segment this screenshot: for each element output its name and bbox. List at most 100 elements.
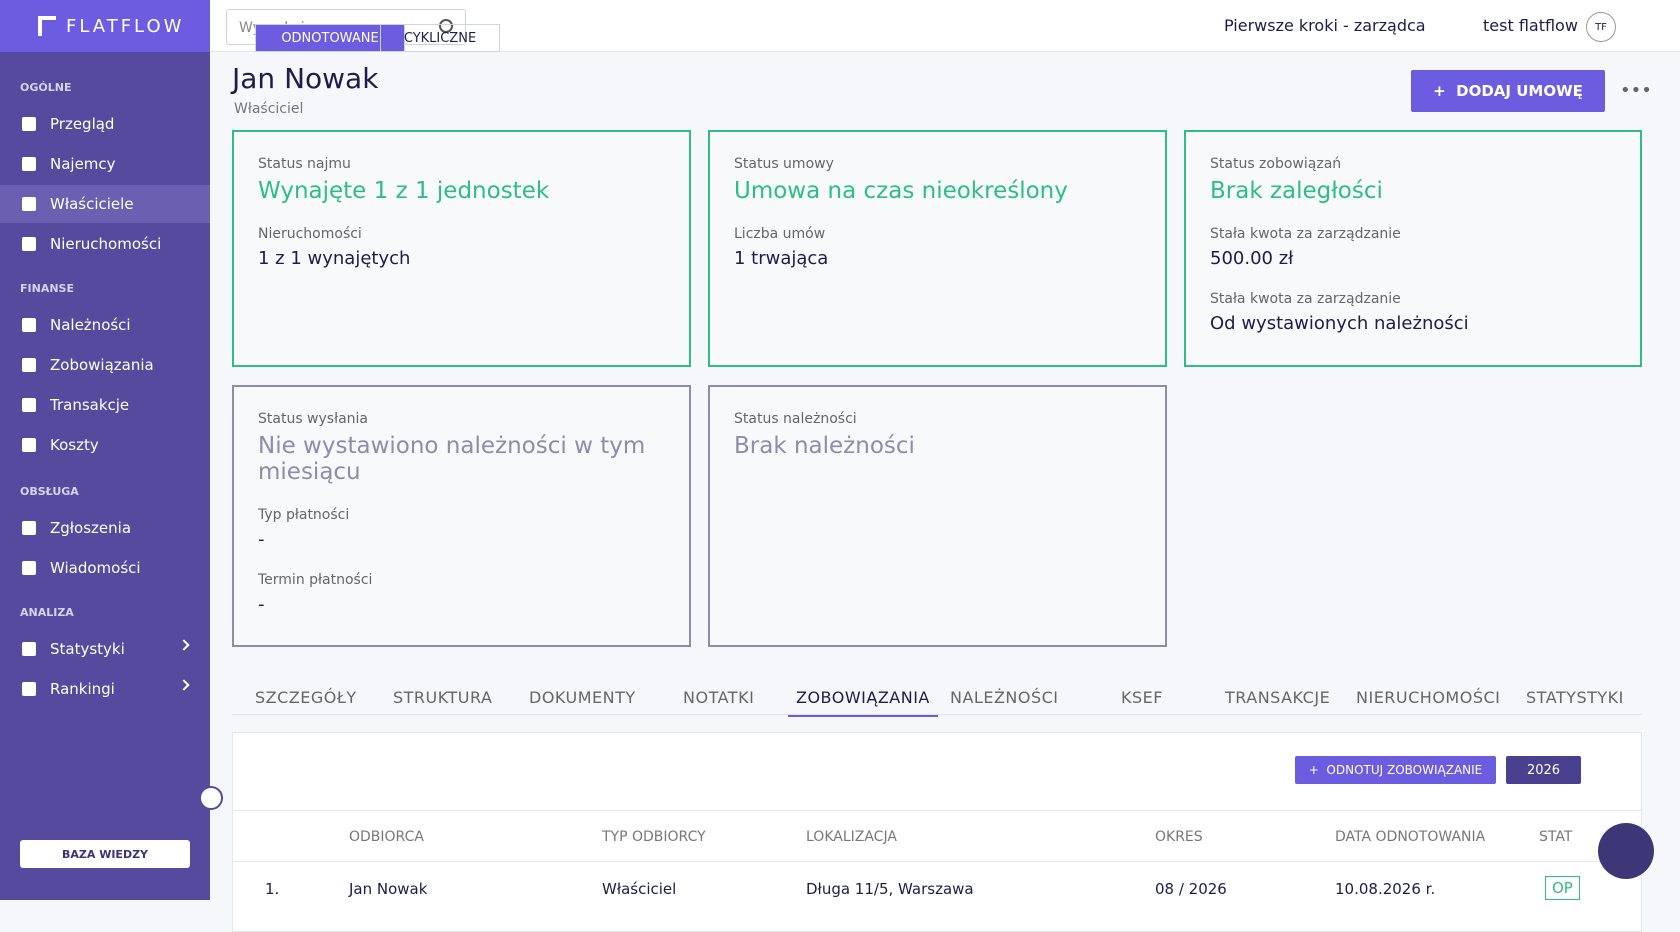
column-header[interactable]: TYP ODBIORCY: [602, 829, 706, 845]
help-button[interactable]: BAZA WIEDZY: [20, 840, 190, 868]
logo[interactable]: FLATFLOW: [0, 0, 210, 52]
nav-label: Koszty: [50, 436, 99, 455]
nav-item[interactable]: Zgłoszenia: [0, 509, 210, 547]
field-label: Stała kwota za zarządzanie: [1210, 226, 1401, 242]
collapse-button[interactable]: [199, 786, 223, 810]
nav-item[interactable]: Transakcje: [0, 386, 210, 424]
card-status: Wynajęte 1 z 1 jednostek: [258, 178, 550, 204]
nav-icon: [22, 156, 36, 171]
chat-button[interactable]: [1598, 823, 1654, 879]
tab[interactable]: NOTATKI: [683, 688, 755, 707]
owner-name: Jan Nowak: [232, 62, 379, 95]
nav-item[interactable]: Koszty: [0, 426, 210, 464]
button-text: DODAJ UMOWĘ: [1456, 82, 1583, 100]
avatar[interactable]: TF: [1586, 12, 1616, 42]
nav-icon: [22, 641, 36, 656]
user-menu[interactable]: test flatflow: [1483, 16, 1578, 35]
table-cell: 10.08.2026 r.: [1335, 880, 1436, 898]
tab[interactable]: NIERUCHOMOŚCI: [1356, 688, 1501, 707]
nav-item[interactable]: Nieruchomości: [0, 225, 210, 263]
nav-label: Statystyki: [50, 639, 125, 658]
sidebar: FLATFLOW BAZA WIEDZY OGÓLNE Przegląd Najem…: [0, 0, 210, 900]
nav-icon: [22, 116, 36, 131]
record-button[interactable]: + ODNOTUJ ZOBOWIĄZANIE: [1295, 756, 1496, 784]
nav-label: Należności: [50, 316, 131, 335]
status-card: Status należności Brak należności: [708, 385, 1167, 647]
card-label: Status umowy: [734, 156, 834, 172]
nav-item[interactable]: Zobowiązania: [0, 346, 210, 384]
column-header[interactable]: ODBIORCA: [349, 829, 424, 845]
card-label: Status należności: [734, 411, 857, 427]
card-label: Status najmu: [258, 156, 351, 172]
card-status: Umowa na czas nieokreślony: [734, 178, 1068, 204]
tab[interactable]: DOKUMENTY: [529, 688, 636, 707]
status-card: Status wysłania Nie wystawiono należności…: [232, 385, 691, 647]
nav-label: Zobowiązania: [50, 356, 154, 375]
field-value: 1 trwająca: [734, 248, 829, 269]
nav-item[interactable]: Przegląd: [0, 105, 210, 143]
more-button[interactable]: •••: [1620, 80, 1652, 101]
tab[interactable]: SZCZEGÓŁY: [255, 688, 357, 707]
status-card: Status umowy Umowa na czas nieokreślony Li…: [708, 130, 1167, 367]
nav-label: Rankingi: [50, 679, 115, 698]
card-label: Status zobowiązań: [1210, 156, 1342, 172]
nav-label: Wiadomości: [50, 558, 141, 577]
column-header[interactable]: OKRES: [1155, 829, 1203, 845]
table-cell: Właściciel: [602, 880, 677, 898]
tab[interactable]: NALEŻNOŚCI: [950, 688, 1059, 707]
nav-item[interactable]: Wiadomości: [0, 549, 210, 587]
tab[interactable]: KSEF: [1121, 688, 1163, 707]
owner-role: Właściciel: [234, 101, 304, 117]
tab[interactable]: STRUKTURA: [393, 688, 493, 707]
year-select[interactable]: 2026: [1506, 756, 1581, 784]
table-cell: 1.: [265, 880, 280, 898]
nav-icon: [22, 358, 36, 373]
field-value: -: [258, 529, 265, 550]
column-header[interactable]: STAT: [1539, 829, 1573, 845]
nav-label: Transakcje: [50, 396, 130, 415]
nav-item[interactable]: Statystyki: [0, 630, 210, 668]
nav-icon: [22, 318, 36, 333]
field-label: Typ płatności: [258, 507, 350, 523]
status-card: Status zobowiązań Brak zaległości Stała kw…: [1184, 130, 1642, 367]
workspace-select[interactable]: Pierwsze kroki - zarządca: [1224, 16, 1426, 35]
section-title: ANALIZA: [20, 605, 74, 619]
tab[interactable]: STATYSTYKI: [1526, 688, 1624, 707]
nav-label: Właściciele: [50, 194, 134, 213]
section-title: FINANSE: [20, 282, 74, 296]
field-value: 1 z 1 wynajętych: [258, 248, 411, 269]
logo-text: FLATFLOW: [66, 15, 185, 37]
nav-icon: [22, 681, 36, 696]
field-label: Termin płatności: [258, 572, 373, 588]
tabs: SZCZEGÓŁY STRUKTURA DOKUMENTY NOTATKI ZOBOWI…: [232, 680, 1642, 717]
column-header[interactable]: LOKALIZACJA: [806, 829, 897, 845]
section-title: OBSŁUGA: [20, 484, 79, 498]
nav-label: Najemcy: [50, 154, 116, 173]
field-value: 500.00 zł: [1210, 248, 1294, 269]
nav-label: Nieruchomości: [50, 234, 162, 253]
field-label: Stała kwota za zarządzanie: [1210, 291, 1401, 307]
table-cell: Długa 11/5, Warszawa: [806, 880, 974, 898]
add-contract-button[interactable]: + DODAJ UMOWĘ: [1411, 70, 1605, 112]
field-label: Nieruchomości: [258, 226, 362, 242]
card-status: Brak zaległości: [1210, 178, 1383, 204]
column-header[interactable]: DATA ODNOTOWANIA: [1335, 829, 1486, 845]
nav-icon: [22, 398, 36, 413]
nav-icon: [22, 196, 36, 211]
nav-icon: [22, 438, 36, 453]
nav-icon: [22, 520, 36, 535]
table-header: ODBIORCA TYP ODBIORCY LOKALIZACJA OKRES DATA…: [232, 810, 1642, 862]
field-value: -: [258, 594, 265, 615]
tab[interactable]: TRANSAKCJE: [1225, 688, 1331, 707]
nav-item[interactable]: Rankingi: [0, 670, 210, 708]
section-title: OGÓLNE: [20, 80, 72, 94]
toggle-cyclic[interactable]: CYKLICZNE: [380, 24, 500, 52]
chevron: [178, 679, 190, 691]
card-label: Status wysłania: [258, 411, 368, 427]
nav-item[interactable]: Właściciele: [0, 184, 210, 223]
tab[interactable]: ZOBOWIĄZANIA: [788, 688, 938, 717]
nav-item[interactable]: Należności: [0, 306, 210, 344]
status-card: Status najmu Wynajęte 1 z 1 jednostek Nier…: [232, 130, 691, 367]
nav-item[interactable]: Najemcy: [0, 145, 210, 183]
